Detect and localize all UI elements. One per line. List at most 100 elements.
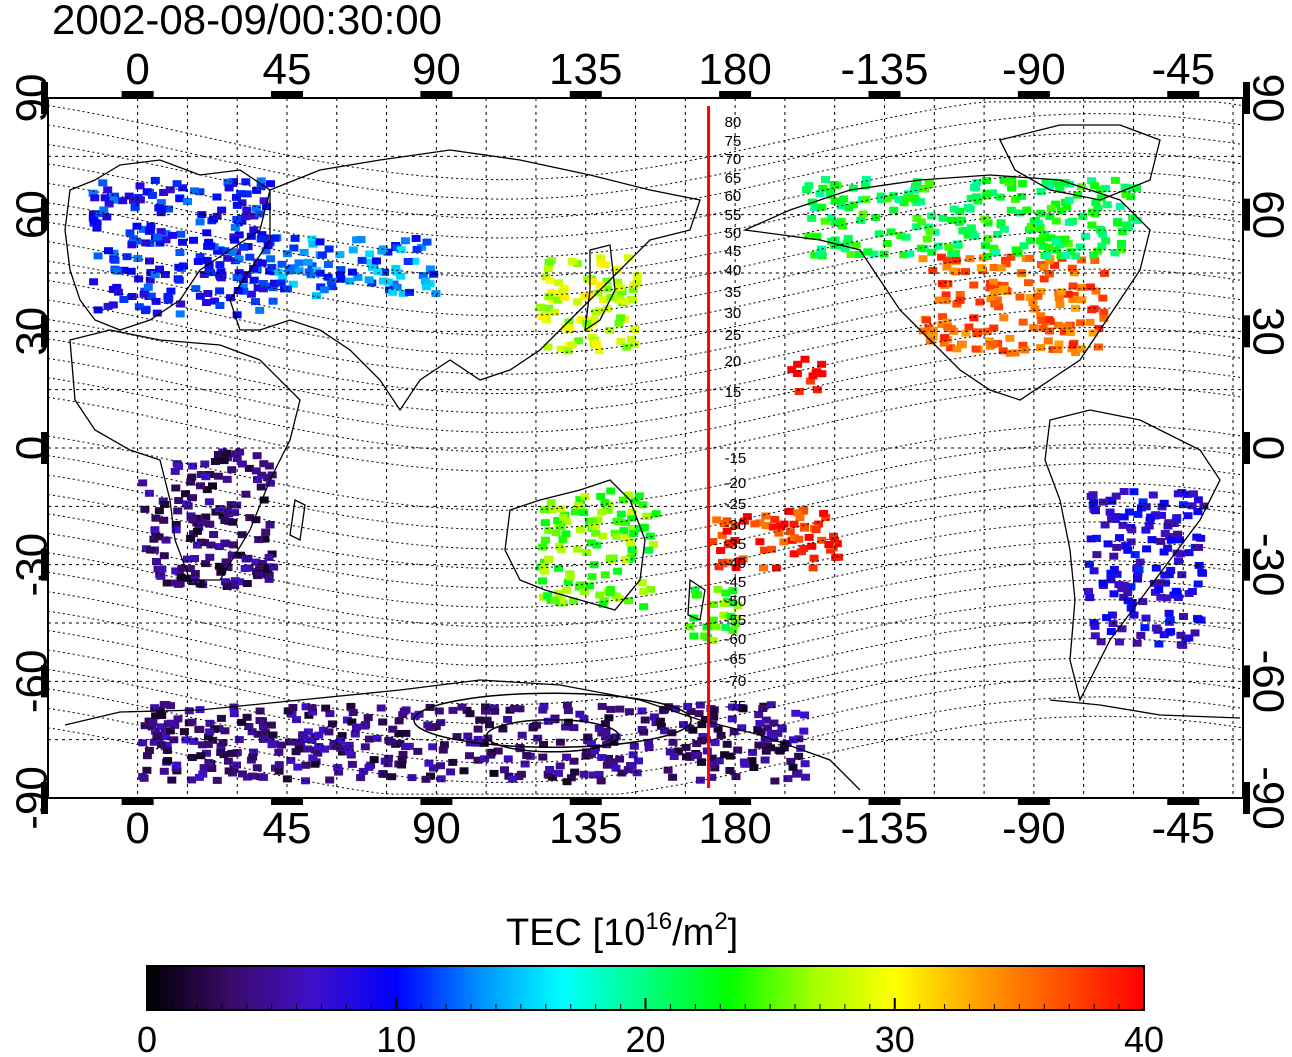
tec-region — [685, 585, 743, 645]
tec-cell — [301, 777, 310, 785]
tec-cell — [837, 222, 847, 230]
tec-cell — [144, 747, 154, 754]
tec-cell — [1140, 624, 1150, 632]
tec-cell — [383, 278, 393, 286]
tec-cell — [628, 751, 638, 759]
tec-cell — [255, 306, 265, 314]
tec-cell — [708, 538, 718, 546]
tec-cell — [202, 299, 211, 306]
tec-cell — [1187, 588, 1197, 595]
tec-cell — [138, 225, 148, 233]
tec-cell — [624, 491, 634, 499]
tec-cell — [144, 489, 154, 497]
contour-label: -20 — [725, 475, 747, 492]
tec-cell — [692, 591, 701, 599]
tec-cell — [600, 571, 610, 579]
tec-cell — [99, 206, 109, 214]
tec-cell — [324, 245, 334, 253]
tec-cell — [589, 747, 599, 755]
tec-cell — [956, 216, 966, 224]
tec-cell — [332, 743, 342, 751]
tec-cell — [238, 283, 248, 291]
tec-cell — [656, 722, 666, 730]
tec-cell — [152, 558, 161, 565]
coast-greenland — [999, 124, 1161, 201]
tec-cell — [212, 212, 222, 220]
tec-cell — [563, 347, 573, 355]
tec-cell — [318, 726, 328, 734]
tec-cell — [627, 546, 637, 554]
tec-cell — [1121, 191, 1131, 199]
tec-cell — [1036, 344, 1046, 352]
tec-cell — [143, 283, 153, 291]
tec-cell — [278, 273, 288, 281]
tec-cell — [952, 300, 962, 308]
tec-cell — [251, 558, 261, 566]
tec-cell — [102, 213, 112, 221]
tec-cell — [1048, 345, 1058, 353]
tec-cell — [1196, 534, 1206, 542]
tec-cell — [983, 219, 993, 227]
tec-cell — [966, 194, 976, 202]
tec-cell — [558, 535, 568, 543]
tec-cell — [1184, 634, 1194, 642]
tec-cell — [259, 460, 269, 468]
tec-cell — [591, 308, 601, 316]
tec-cell — [222, 583, 232, 590]
tec-cell — [176, 573, 186, 581]
tec-cell — [348, 246, 358, 254]
tec-cell — [728, 587, 738, 595]
tec-cell — [922, 235, 932, 243]
tec-cell — [202, 486, 212, 494]
magnetic-contour — [48, 113, 1243, 200]
tec-cell — [1119, 488, 1129, 495]
tec-cell — [315, 269, 325, 277]
tec-cell — [616, 314, 626, 322]
tec-cell — [314, 731, 324, 739]
tec-cell — [232, 311, 242, 319]
tec-cell — [202, 256, 212, 264]
tec-cell — [160, 271, 170, 278]
tec-cell — [177, 564, 187, 572]
tec-cell — [273, 268, 283, 276]
tec-cell — [1067, 264, 1077, 272]
tec-cell — [452, 733, 462, 741]
tec-cell — [436, 775, 446, 783]
tec-cell — [1044, 316, 1054, 324]
tec-cell — [224, 184, 234, 192]
tec-cell — [1056, 252, 1066, 260]
tec-cell — [347, 760, 357, 768]
tec-cell — [1125, 508, 1134, 516]
tec-cell — [235, 578, 245, 586]
tec-cell — [142, 188, 152, 196]
tec-region — [787, 355, 827, 395]
tec-cell — [251, 204, 261, 212]
tec-cell — [1127, 526, 1137, 534]
tec-cell — [642, 512, 652, 520]
tec-cell — [1004, 179, 1014, 187]
tec-cell — [716, 547, 726, 554]
tec-cell — [193, 258, 203, 265]
tec-cell — [486, 751, 496, 759]
tec-cell — [150, 271, 160, 279]
tec-cell — [533, 734, 543, 742]
tec-cell — [230, 223, 240, 231]
tec-cell — [682, 753, 691, 761]
tec-cell — [1052, 179, 1062, 187]
tec-cell — [1046, 204, 1056, 212]
contour-label: 70 — [725, 151, 742, 168]
tec-cell — [268, 297, 278, 305]
tec-cell — [1094, 325, 1104, 332]
tec-cell — [686, 708, 696, 716]
tec-cell — [228, 249, 238, 257]
tec-cell — [770, 515, 780, 523]
tec-cell — [1005, 349, 1015, 357]
tec-cell — [1077, 256, 1087, 264]
tec-cell — [480, 755, 490, 763]
tec-cell — [490, 707, 500, 715]
tec-cell — [118, 197, 128, 205]
tec-cell — [568, 258, 578, 265]
tec-cell — [181, 490, 190, 498]
tec-cell — [941, 291, 951, 299]
tec-cell — [217, 567, 227, 575]
